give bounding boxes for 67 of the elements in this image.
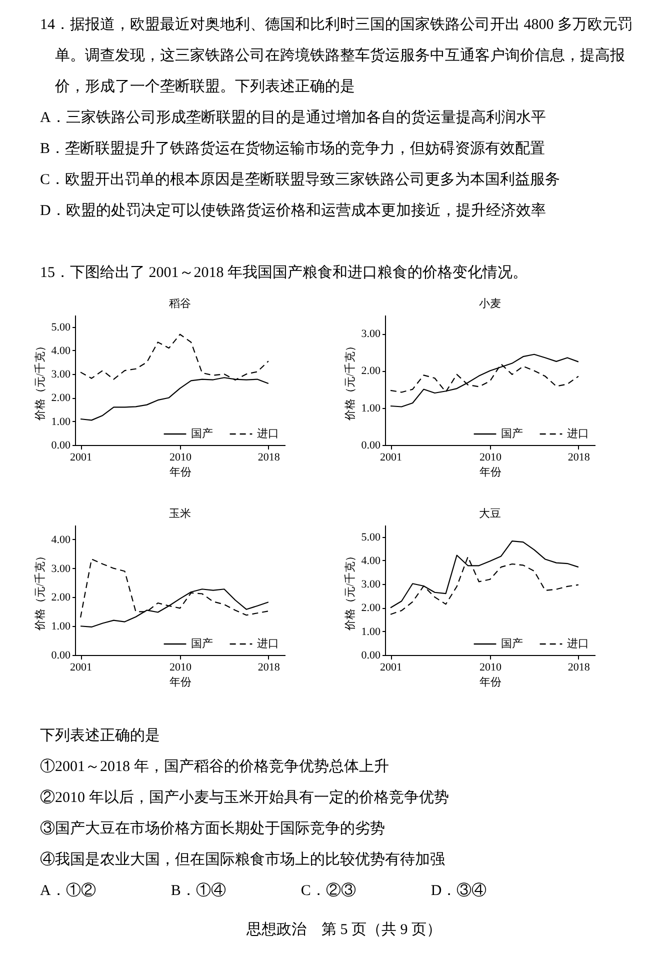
legend-label: 进口 [567,427,589,440]
text: 思想政治 第 5 页（共 9 页） [246,920,442,940]
legend-label: 国产 [191,637,213,650]
text: ④我国是农业大国，但在国际粮食市场上的比较优势有待加强 [40,850,446,870]
x-tick-label: 2001 [380,452,402,464]
y-tick-label: 2.00 [361,365,381,378]
y-tick-label: 2.00 [51,592,71,604]
x-tick-label: 2018 [258,452,280,464]
y-tick-label: 5.00 [51,321,71,334]
legend-label: 国产 [191,427,213,440]
x-tick-label: 2010 [480,452,502,464]
text: 15．下图给出了 2001～2018 年我国国产粮食和进口粮食的价格变化情况。 [40,264,528,283]
text: D．欧盟的处罚决定可以使铁路货运价格和运营成本更加接近，提升经济效率 [40,201,547,221]
y-tick-label: 3.00 [361,578,381,591]
y-tick-label: 0.00 [51,650,71,662]
y-tick-label: 4.00 [51,344,71,357]
chart-title: 大豆 [479,507,501,520]
y-tick-label: 0.00 [361,650,381,662]
x-tick-label: 2010 [480,662,502,674]
legend-label: 进口 [567,637,589,650]
y-tick-label: 3.00 [361,328,381,340]
y-axis-title: 价格（元/千克） [33,550,46,632]
text: B．垄断联盟提升了铁路货运在货物运输市场的竞争力，但妨碍资源有效配置 [40,139,546,159]
chart-title: 稻谷 [169,298,191,310]
text: ②2010 年以后，国产小麦与玉米开始具有一定的价格竞争优势 [40,788,450,808]
x-tick-label: 2018 [258,662,280,674]
text: 14．据报道，欧盟最近对奥地利、德国和比利时三国的国家铁路公司开出 4800 多万欧元罚单。调查发现，这三家铁路公司在跨境铁路整车货运服务中互通客户询价信息，提高报价，形成了一个垄断联盟。下列表述正确的是 [40,15,634,97]
legend-label: 进口 [257,427,279,440]
y-tick-label: 1.00 [361,626,381,638]
x-axis-title: 年份 [480,466,502,478]
chart-title: 玉米 [169,507,191,520]
y-tick-label: 4.00 [361,554,381,567]
x-tick-label: 2001 [380,662,402,674]
y-tick-label: 1.00 [51,620,71,633]
text: A．①② B．①④ C．②③ D．③④ [40,882,488,901]
x-axis-title: 年份 [480,676,502,688]
text: ①2001～2018 年，国产稻谷的价格竞争优势总体上升 [40,758,390,777]
x-tick-label: 2001 [70,662,92,674]
y-tick-label: 2.00 [51,392,71,404]
legend-label: 国产 [501,637,523,650]
x-tick-label: 2010 [170,662,192,674]
y-tick-label: 0.00 [361,440,381,452]
x-axis-title: 年份 [170,676,192,688]
legend-label: 国产 [501,427,523,440]
y-tick-label: 3.00 [51,562,71,575]
y-tick-label: 1.00 [361,402,381,414]
y-tick-label: 0.00 [51,440,71,452]
y-tick-label: 5.00 [361,531,381,544]
x-tick-label: 2010 [170,452,192,464]
legend-label: 进口 [257,637,279,650]
x-axis-title: 年份 [170,466,192,478]
line-series [390,354,579,408]
x-tick-label: 2001 [70,452,92,464]
x-tick-label: 2018 [568,662,590,674]
y-axis-title: 价格（元/千克） [343,550,356,632]
y-axis-title: 价格（元/千克） [33,340,46,422]
y-tick-label: 2.00 [361,602,381,614]
y-tick-label: 3.00 [51,368,71,381]
text: ③国产大豆在市场价格方面长期处于国际竞争的劣势 [40,819,386,839]
text: 下列表述正确的是 [40,726,161,746]
y-axis-title: 价格（元/千克） [343,340,356,422]
y-tick-label: 1.00 [51,416,71,428]
y-tick-label: 4.00 [51,534,71,546]
text: A．三家铁路公司形成垄断联盟的目的是通过增加各自的货运量提高利润水平 [40,108,547,128]
chart-title: 小麦 [479,297,501,310]
text: C．欧盟开出罚单的根本原因是垄断联盟导致三家铁路公司更多为本国利益服务 [40,170,562,190]
x-tick-label: 2018 [568,452,590,464]
